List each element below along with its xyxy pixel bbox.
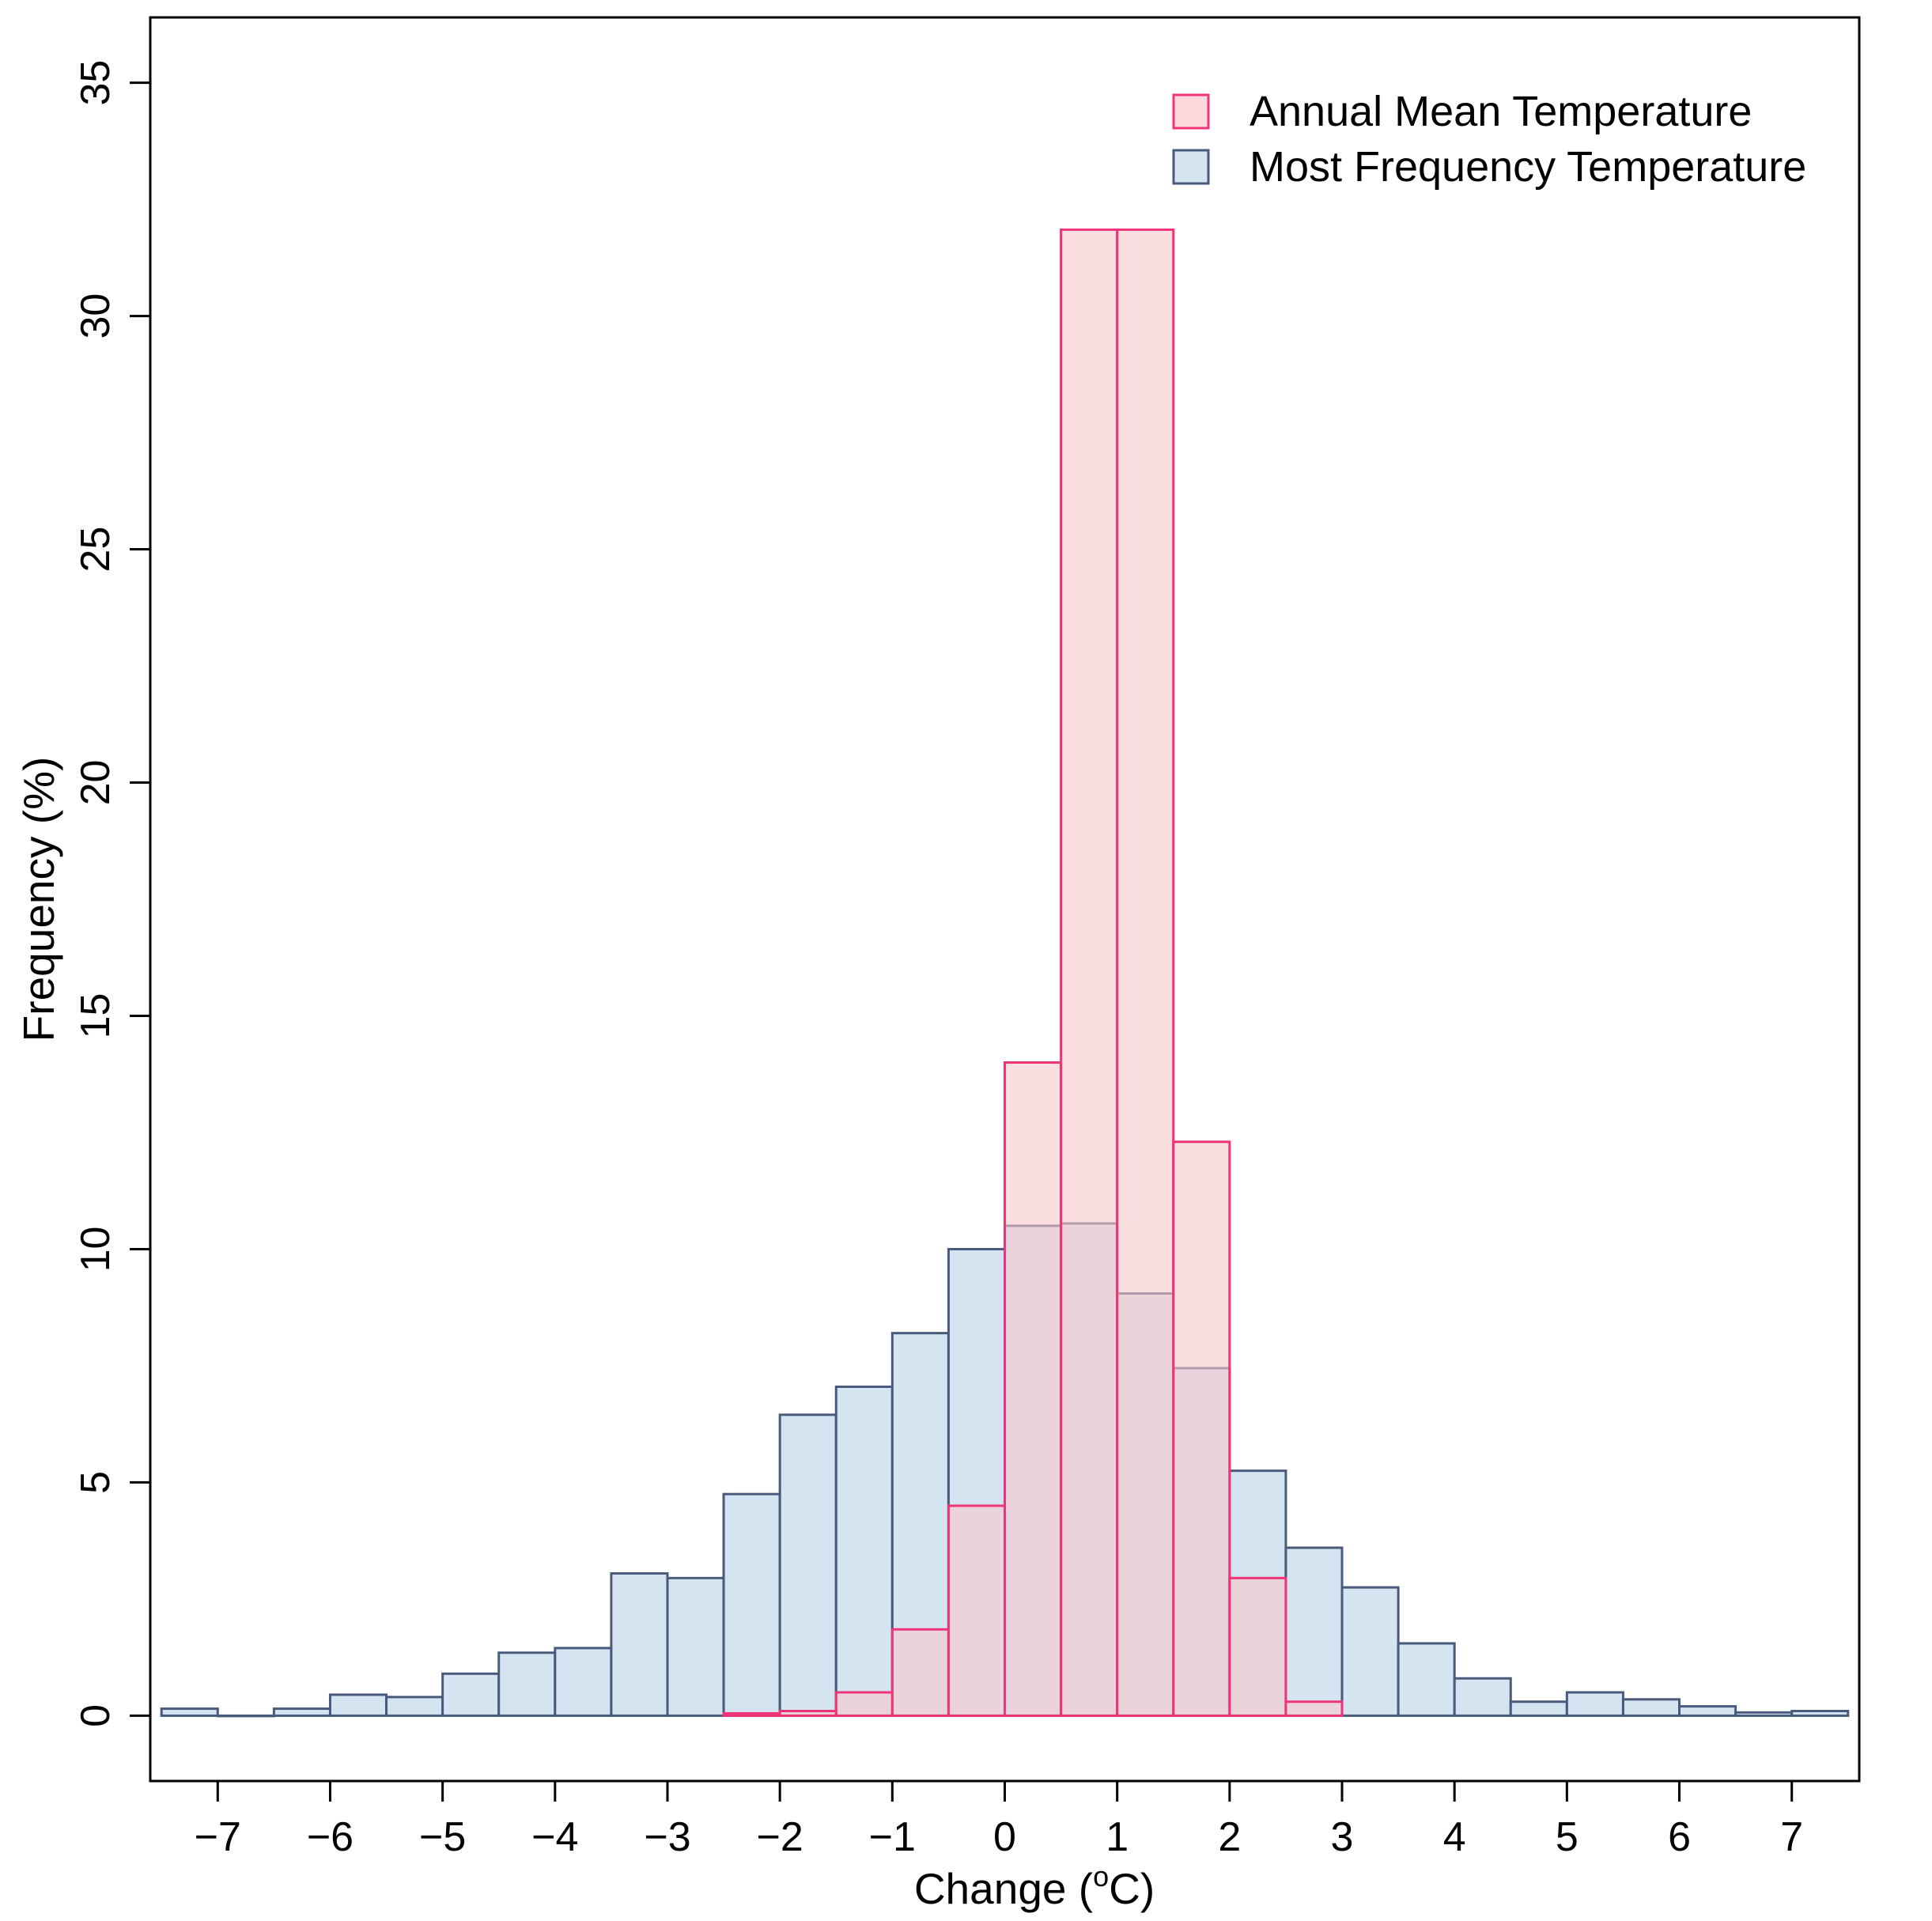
x-tick-label: −6 <box>307 1814 354 1860</box>
legend-label-1: Most Frequency Temperature <box>1250 143 1806 191</box>
bar-most-frequency-6 <box>497 1651 557 1717</box>
x-tick-label: 6 <box>1668 1814 1691 1860</box>
bar-annual-mean-2 <box>834 1691 894 1717</box>
bar-most-frequency-27 <box>1678 1705 1737 1717</box>
y-tick-label: 5 <box>73 1471 119 1494</box>
bar-most-frequency-4 <box>385 1696 444 1717</box>
y-tick-label: 35 <box>73 60 119 106</box>
y-tick-label: 15 <box>73 993 119 1039</box>
bar-most-frequency-29 <box>1790 1710 1850 1717</box>
x-tick-label: 7 <box>1780 1814 1803 1860</box>
bar-most-frequency-3 <box>328 1693 388 1717</box>
legend-swatch-0 <box>1172 93 1210 130</box>
bar-most-frequency-0 <box>160 1707 219 1717</box>
legend: Annual Mean Temperature Most Frequency Te… <box>1172 88 1806 191</box>
bar-most-frequency-24 <box>1509 1700 1568 1717</box>
y-axis-label: Frequency (%) <box>14 757 63 1042</box>
bar-most-frequency-25 <box>1565 1691 1624 1717</box>
x-tick-label: −2 <box>757 1814 803 1860</box>
legend-swatch-1 <box>1172 149 1210 185</box>
x-tick-label: 2 <box>1218 1814 1241 1860</box>
x-tick-label: −1 <box>869 1814 916 1860</box>
bar-annual-mean-9 <box>1228 1576 1287 1717</box>
bar-most-frequency-1 <box>216 1714 275 1718</box>
x-axis-label-degree: o <box>1093 1860 1109 1893</box>
y-tick-label: 25 <box>73 527 119 573</box>
legend-label-0: Annual Mean Temperature <box>1250 88 1752 135</box>
x-tick-label: 3 <box>1331 1814 1354 1860</box>
y-tick-label: 0 <box>73 1704 119 1727</box>
bar-annual-mean-6 <box>1060 228 1119 1717</box>
x-axis-label-unit: C) <box>1109 1864 1155 1913</box>
bar-annual-mean-7 <box>1116 228 1175 1717</box>
bar-most-frequency-8 <box>610 1571 669 1717</box>
bar-most-frequency-23 <box>1453 1677 1512 1717</box>
x-tick-label: 5 <box>1556 1814 1578 1860</box>
y-tick-label: 20 <box>73 760 119 806</box>
bar-most-frequency-5 <box>441 1672 501 1717</box>
bar-annual-mean-10 <box>1284 1700 1344 1717</box>
bar-most-frequency-21 <box>1340 1586 1400 1717</box>
bar-most-frequency-10 <box>722 1492 781 1717</box>
bar-most-frequency-28 <box>1734 1711 1794 1717</box>
x-tick-label: −3 <box>644 1814 690 1860</box>
x-tick-label: 1 <box>1106 1814 1129 1860</box>
x-tick-label: 4 <box>1443 1814 1466 1860</box>
bar-most-frequency-7 <box>554 1647 613 1717</box>
x-tick-label: −5 <box>419 1814 466 1860</box>
bar-most-frequency-11 <box>778 1413 837 1717</box>
x-axis-label: Change (oC) <box>914 1860 1155 1913</box>
x-tick-label: −4 <box>531 1814 578 1860</box>
bar-most-frequency-9 <box>666 1576 725 1717</box>
bar-annual-mean-0 <box>722 1711 781 1717</box>
bar-most-frequency-20 <box>1284 1546 1344 1717</box>
bar-annual-mean-8 <box>1172 1140 1231 1717</box>
bar-annual-mean-3 <box>890 1628 950 1717</box>
series-annual-mean-temperature <box>722 228 1344 1717</box>
bar-most-frequency-22 <box>1397 1642 1456 1717</box>
y-tick-label: 30 <box>73 293 119 339</box>
y-tick-label: 10 <box>73 1227 119 1272</box>
bar-most-frequency-2 <box>272 1707 331 1717</box>
x-tick-label: 0 <box>993 1814 1016 1860</box>
bar-most-frequency-12 <box>834 1385 894 1717</box>
bar-annual-mean-5 <box>1004 1061 1063 1717</box>
x-axis: −7 −6 −5 −4 −3 −2 −1 0 1 2 3 4 5 6 7 <box>195 1781 1803 1860</box>
bar-annual-mean-1 <box>778 1710 837 1717</box>
bar-most-frequency-26 <box>1621 1698 1681 1717</box>
y-axis: 0 5 10 15 20 25 30 35 <box>73 60 150 1727</box>
x-axis-label-text: Change ( <box>914 1864 1093 1913</box>
x-tick-label: −7 <box>195 1814 241 1860</box>
bar-annual-mean-4 <box>947 1504 1006 1717</box>
